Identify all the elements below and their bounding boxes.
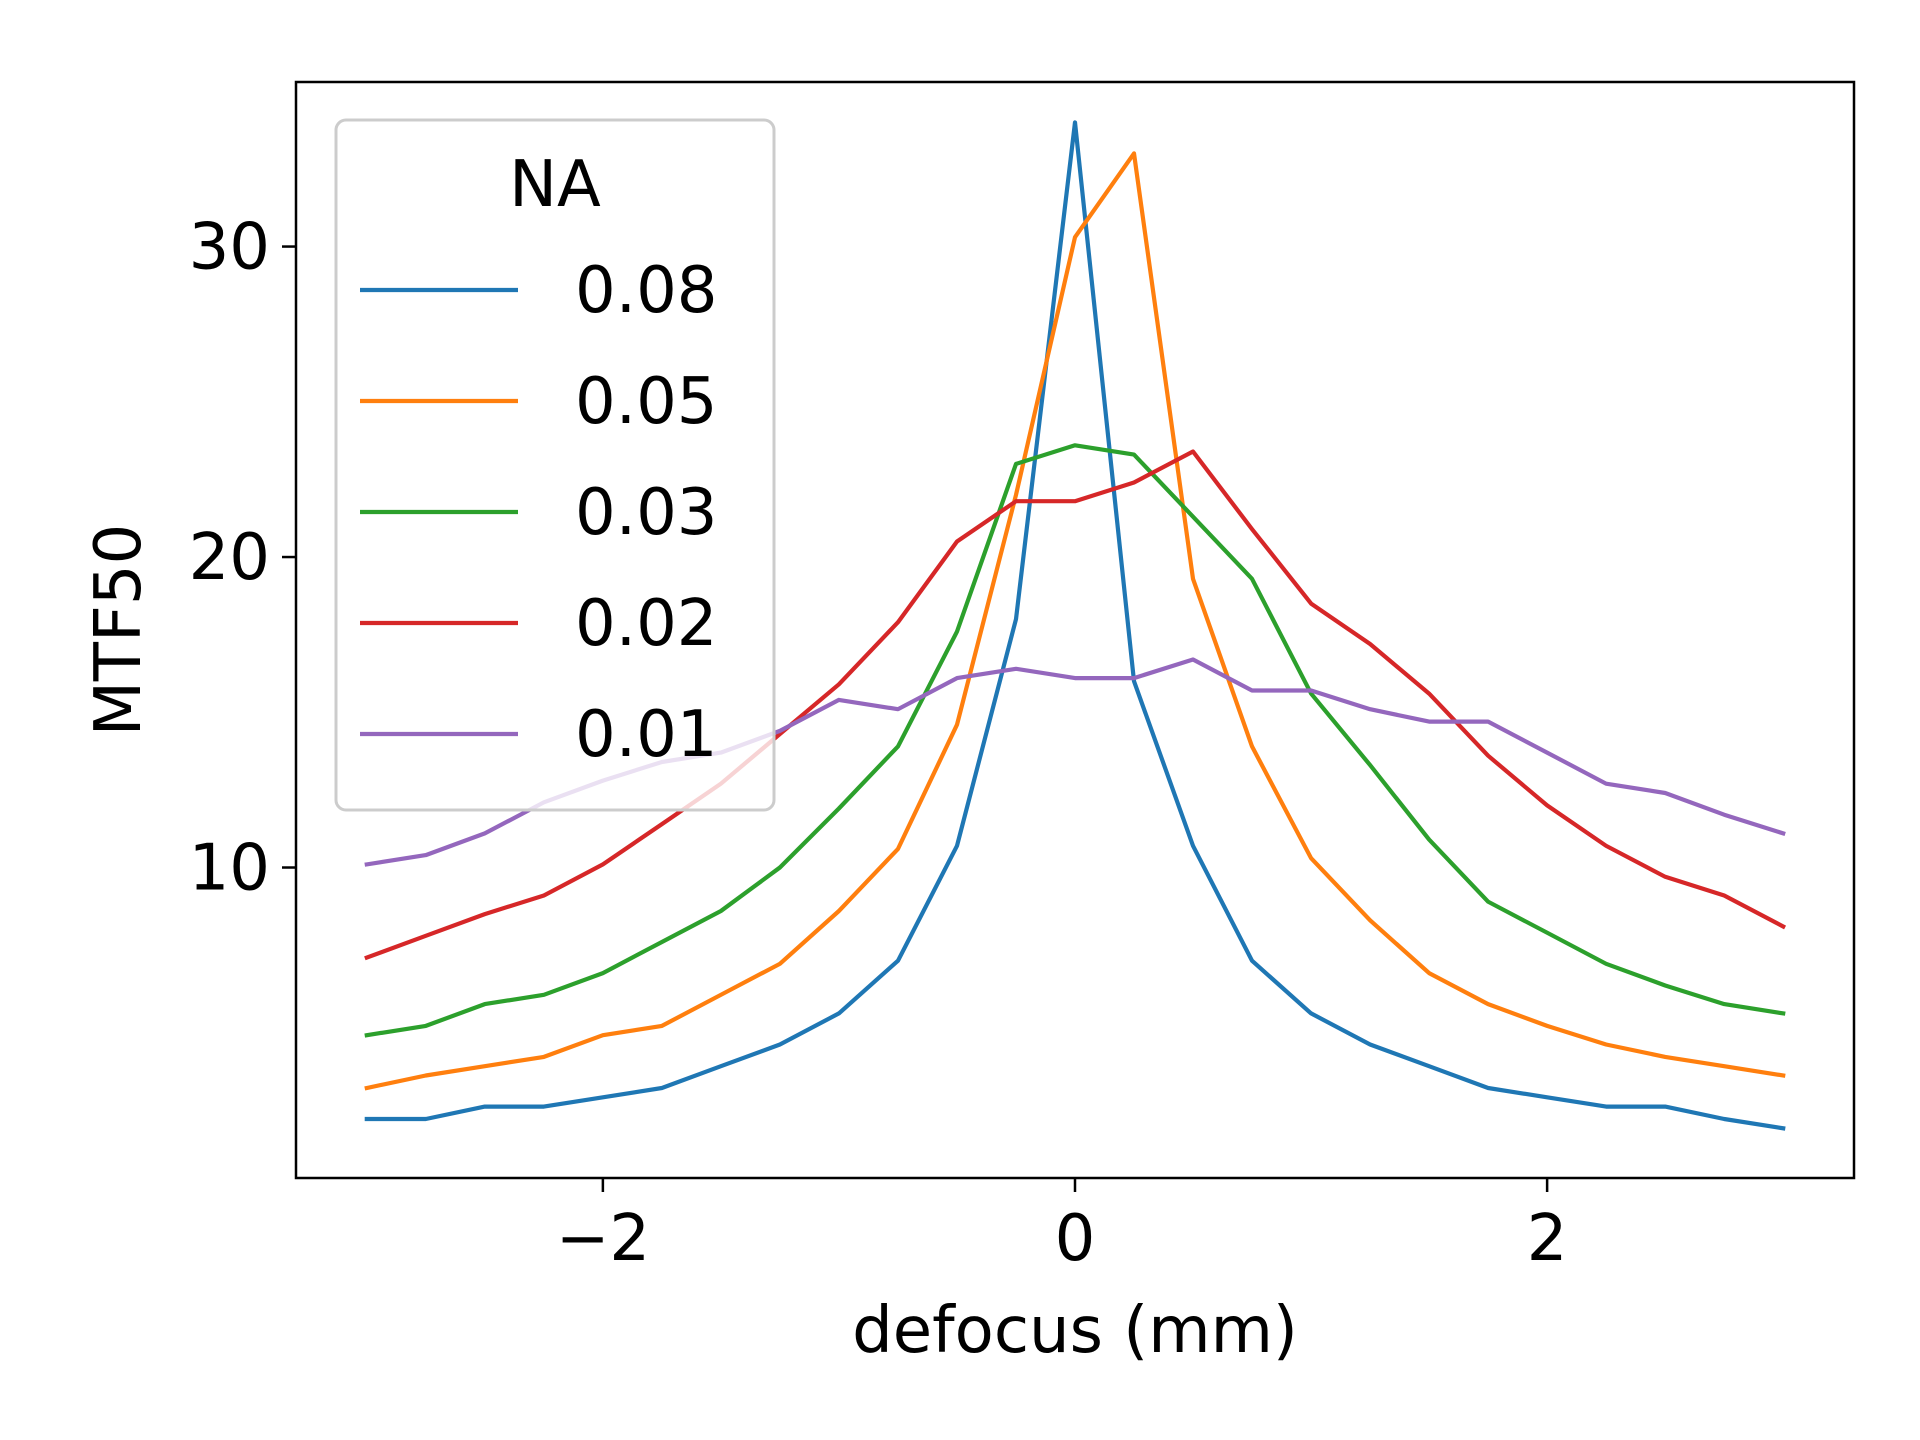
legend-title: NA [509, 148, 601, 222]
x-tick-label: 2 [1527, 1202, 1568, 1276]
y-tick-label: 20 [189, 521, 270, 595]
legend-box [334, 118, 776, 812]
legend-label-0.05: 0.05 [575, 365, 718, 439]
legend-entries: 0.08 0.05 0.03 0.02 0.01 [360, 254, 718, 772]
series-line-0.08 [364, 120, 1786, 1131]
legend-label-0.08: 0.08 [575, 254, 718, 328]
y-tick-label: 30 [189, 211, 270, 285]
legend: NA 0.08 0.05 0.03 0.02 0.01 [334, 118, 776, 812]
y-axis: 10 20 30 [189, 211, 296, 906]
series-layer [364, 120, 1787, 1131]
y-axis-label: MTF50 [82, 524, 156, 737]
legend-label-0.01: 0.01 [575, 698, 718, 772]
x-axis: −2 0 2 [556, 1178, 1568, 1276]
legend-label-0.03: 0.03 [575, 476, 718, 550]
series-line-0.03 [364, 443, 1786, 1038]
x-tick-label: 0 [1055, 1202, 1096, 1276]
series-line-0.05 [364, 151, 1786, 1091]
y-tick-label: 10 [189, 832, 270, 906]
x-tick-label: −2 [556, 1202, 650, 1276]
legend-label-0.02: 0.02 [575, 587, 718, 661]
series-line-0.02 [364, 449, 1787, 961]
x-axis-label: defocus (mm) [852, 1294, 1298, 1368]
